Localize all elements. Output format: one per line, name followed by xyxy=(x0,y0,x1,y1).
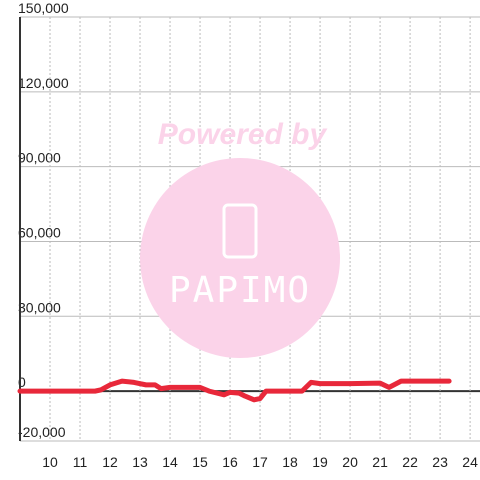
x-tick-label: 19 xyxy=(312,454,328,470)
x-tick-label: 18 xyxy=(282,454,298,470)
y-tick-label: 60,000 xyxy=(18,224,61,240)
x-tick-label: 14 xyxy=(162,454,178,470)
x-tick-label: 10 xyxy=(42,454,58,470)
x-tick-label: 24 xyxy=(462,454,478,470)
y-tick-label: 30,000 xyxy=(18,299,61,315)
x-tick-label: 11 xyxy=(73,454,88,470)
x-tick-label: 12 xyxy=(102,454,118,470)
x-tick-label: 13 xyxy=(132,454,148,470)
grid: -20,000 0 30,000 60,000 90,000 120,000 150,000… xyxy=(18,0,480,470)
y-tick-label: 150,000 xyxy=(18,0,69,16)
x-tick-label: 17 xyxy=(252,454,268,470)
x-tick-label: 15 xyxy=(192,454,208,470)
data-line xyxy=(17,378,452,403)
x-tick-label: 20 xyxy=(342,454,358,470)
y-tick-label: -20,000 xyxy=(18,424,66,440)
y-tick-label: 120,000 xyxy=(18,75,69,91)
x-tick-label: 22 xyxy=(402,454,418,470)
y-tick-label: 90,000 xyxy=(18,150,61,166)
plot xyxy=(17,378,452,403)
y-tick-label: 0 xyxy=(18,374,26,390)
x-tick-label: 16 xyxy=(222,454,238,470)
x-tick-label: 23 xyxy=(432,454,448,470)
watermark-phone xyxy=(222,203,258,259)
watermark-brand: PAPIMO xyxy=(169,270,311,311)
watermark-title: Powered by xyxy=(158,118,328,151)
x-tick-label: 21 xyxy=(372,454,388,470)
